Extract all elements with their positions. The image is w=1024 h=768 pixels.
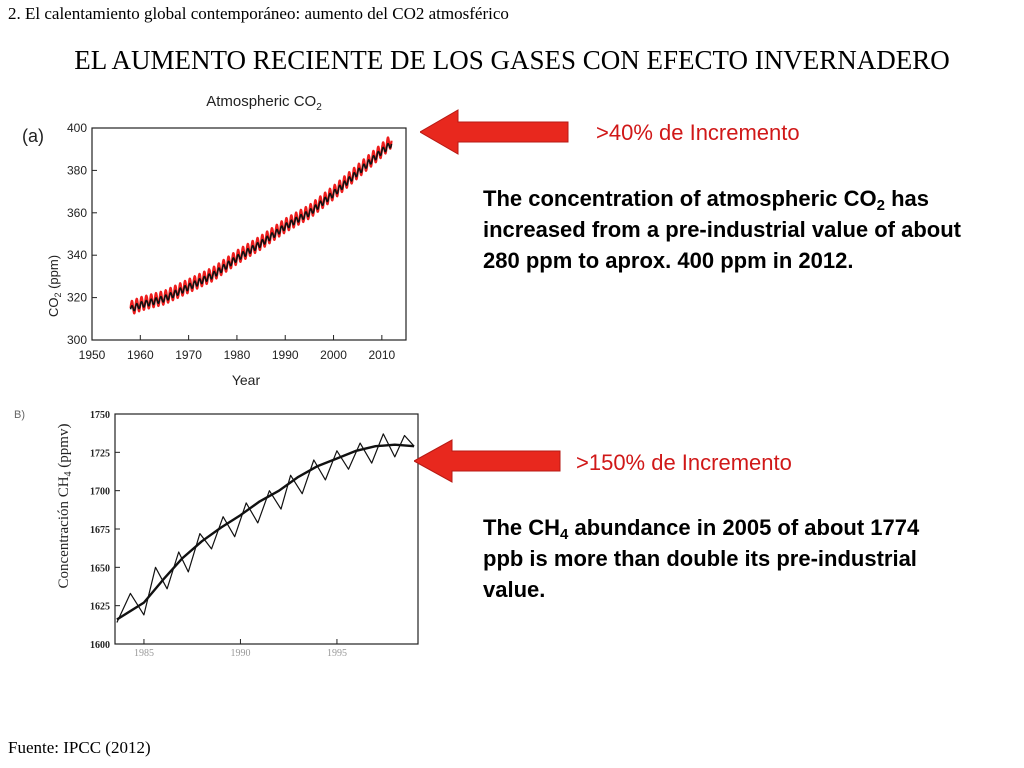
ch4-y-axis-label: Concentración CH4 (ppmv) [56,424,74,589]
source-note: Fuente: IPCC (2012) [8,738,151,757]
ch4-y-tick-label: 1625 [90,602,110,613]
co2-description: The concentration of atmospheric CO2 has… [483,186,961,273]
ch4-panel-label: B) [14,409,25,421]
co2-series-line-1 [129,136,393,315]
ch4-y-tick-label: 1725 [90,448,110,459]
co2-y-tick-label: 380 [67,163,87,177]
ch4-y-tick-label: 1650 [90,563,110,574]
co2-series-line-2 [129,142,393,312]
co2-x-tick-label: 1950 [79,348,106,362]
ch4-x-tick-label: 1985 [134,648,154,659]
co2-chart-title: Atmospheric CO2 [206,93,322,113]
ch4-chart: B) Concentración CH4 (ppmv) 1985 1990 1995… [14,409,419,659]
ch4-series-line-2 [116,433,415,623]
ch4-increase-label: >150% de Incremento [576,450,792,475]
co2-y-tick-label: 340 [67,248,87,262]
ch4-y-tick-label: 1675 [90,525,110,536]
co2-x-tick-label: 2010 [368,348,395,362]
ch4-y-tick-label: 1750 [90,410,110,421]
co2-y-tick-label: 360 [67,206,87,220]
co2-plot-frame [91,127,407,341]
co2-x-tick-label: 1980 [224,348,251,362]
co2-x-tick-label: 1970 [175,348,202,362]
arrow-left-icon [420,109,569,155]
co2-panel-label: (a) [22,126,44,146]
co2-increase-label: >40% de Incremento [596,120,800,145]
ch4-y-tick-label: 1700 [90,487,110,498]
co2-y-tick-label: 400 [67,121,87,135]
slide-title: EL AUMENTO RECIENTE DE LOS GASES CON EFE… [74,45,950,75]
ch4-plot-area: 1985 1990 1995 1600 1625 1650 1675 1700 1725 1750 [90,410,419,659]
co2-x-tick-label: 1990 [272,348,299,362]
co2-x-axis-label: Year [232,372,261,388]
ch4-y-tick-label: 1600 [90,640,110,651]
co2-y-tick-label: 320 [67,291,87,305]
ch4-description: The CH4 abundance in 2005 of about 1774 … [483,515,920,602]
ch4-plot-frame [114,413,419,645]
arrow-left-icon [414,439,561,483]
co2-plot-area: 1950 1960 1970 1980 1990 2000 2010 300 320 340 360… [67,121,407,362]
co2-y-tick-label: 300 [67,333,87,347]
co2-x-tick-label: 1960 [127,348,154,362]
ch4-series-line-1 [116,443,415,621]
co2-y-axis-label: CO2 (ppm) [46,255,63,317]
co2-chart: Atmospheric CO2 (a) CO2 (ppm) Year 1950 1… [22,93,407,388]
section-header: 2. El calentamiento global contemporáneo… [8,4,509,23]
co2-x-tick-label: 2000 [320,348,347,362]
ch4-x-tick-label: 1995 [327,648,347,659]
ch4-x-tick-label: 1990 [230,648,250,659]
